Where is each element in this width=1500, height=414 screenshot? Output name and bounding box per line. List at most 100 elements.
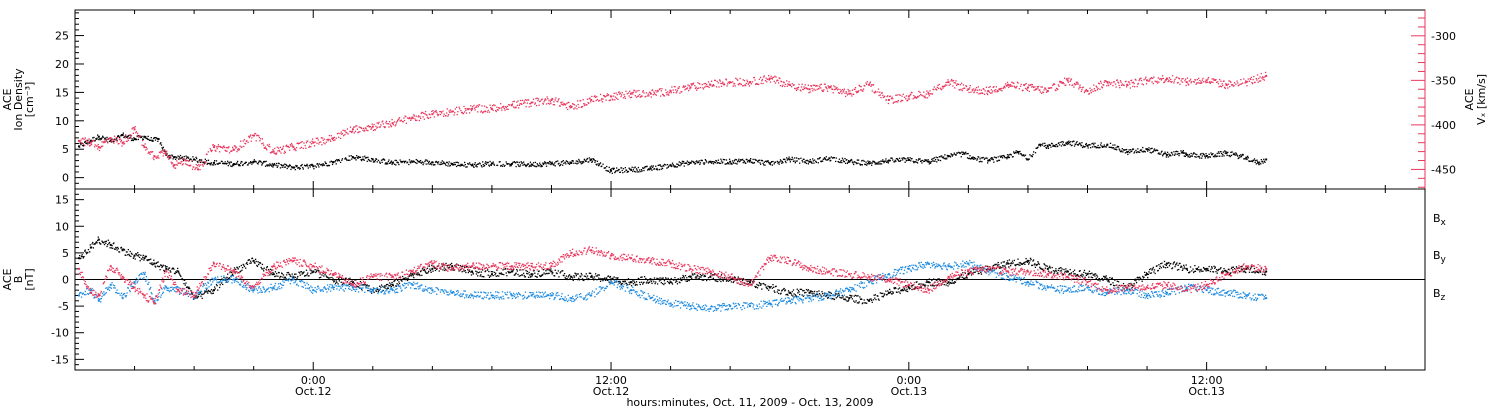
ion-density-series-dot xyxy=(576,163,577,164)
b-bx-series-dot xyxy=(524,275,525,276)
ion-density-series-dot xyxy=(947,156,948,157)
velocity-series-dot xyxy=(1068,78,1069,79)
b-bx-series-dot xyxy=(756,284,757,285)
velocity-series-dot xyxy=(764,75,765,76)
velocity-series-dot xyxy=(762,79,763,80)
ion-density-series-dot xyxy=(1062,144,1063,145)
velocity-series-dot xyxy=(713,84,714,85)
b-bx-series-dot xyxy=(798,290,799,291)
b-bx-series-dot xyxy=(853,300,854,301)
velocity-series-dot xyxy=(115,139,116,140)
b-bx-series-dot xyxy=(365,284,366,285)
ion-density-series-dot xyxy=(1161,151,1162,152)
velocity-series-dot xyxy=(689,88,690,89)
b-bx-series-dot xyxy=(785,294,786,295)
velocity-series-dot xyxy=(976,92,977,93)
velocity-series-dot xyxy=(185,163,186,164)
velocity-series-dot xyxy=(926,93,927,94)
velocity-series-dot xyxy=(696,90,697,91)
b-bx-series-dot xyxy=(219,287,220,288)
b-bx-series-dot xyxy=(892,291,893,292)
velocity-series-dot xyxy=(849,90,850,91)
ion-density-series-dot xyxy=(301,164,302,165)
b-bx-series-dot xyxy=(355,279,356,280)
b-bx-series-dot xyxy=(119,251,120,252)
ion-density-series-dot xyxy=(551,162,552,163)
b-bx-series-dot xyxy=(765,284,766,285)
ion-density-series-dot xyxy=(465,166,466,167)
ion-density-series-dot xyxy=(1160,153,1161,154)
velocity-series-dot xyxy=(132,127,133,128)
b-bx-series-dot xyxy=(463,270,464,271)
ion-density-series-dot xyxy=(898,161,899,162)
ion-density-series-dot xyxy=(1002,157,1003,158)
velocity-series-dot xyxy=(1145,77,1146,78)
ion-density-series-dot xyxy=(1076,141,1077,142)
ion-density-series-dot xyxy=(605,170,606,171)
velocity-series-dot xyxy=(498,110,499,111)
ion-density-series-dot xyxy=(1061,141,1062,142)
velocity-series-dot xyxy=(950,80,951,81)
ion-density-series-dot xyxy=(410,162,411,163)
ion-density-series-dot xyxy=(731,163,732,164)
velocity-series-dot xyxy=(316,143,317,144)
b-bx-series-dot xyxy=(947,283,948,284)
b-bx-series-dot xyxy=(258,264,259,265)
ion-density-series-dot xyxy=(157,138,158,139)
ion-density-series-dot xyxy=(555,165,556,166)
ion-density-series-dot xyxy=(261,164,262,165)
ion-density-series-dot xyxy=(605,167,606,168)
b-bx-series-point xyxy=(709,276,711,278)
ion-density-series-dot xyxy=(388,159,389,160)
velocity-series-dot xyxy=(738,84,739,85)
ion-density-series-dot xyxy=(442,160,443,161)
ion-density-series-dot xyxy=(747,161,748,162)
b-bx-series-dot xyxy=(305,275,306,276)
ion-density-series-dot xyxy=(1162,155,1163,156)
velocity-series-dot xyxy=(538,98,539,99)
ion-density-series-dot xyxy=(1026,159,1027,160)
ion-density-series-dot xyxy=(1137,148,1138,149)
velocity-series-dot xyxy=(1188,84,1189,85)
velocity-series-dot xyxy=(1264,76,1265,77)
ion-density-series-dot xyxy=(408,164,409,165)
ion-density-series-dot xyxy=(382,162,383,163)
ion-density-series-dot xyxy=(565,163,566,164)
velocity-series-dot xyxy=(377,127,378,128)
b-bx-series-dot xyxy=(348,278,349,279)
b-bx-series-dot xyxy=(140,255,141,256)
b-bx-series-dot xyxy=(586,273,587,274)
b-bx-series-dot xyxy=(534,273,535,274)
velocity-series-dot xyxy=(311,143,312,144)
velocity-series-dot xyxy=(674,86,675,87)
b-bx-series-dot xyxy=(206,289,207,290)
top-right-tick-label: -300 xyxy=(1431,30,1456,43)
ion-density-series-dot xyxy=(788,158,789,159)
b-bx-series-dot xyxy=(164,265,165,266)
velocity-series-dot xyxy=(1141,83,1142,84)
ion-density-series-dot xyxy=(336,163,337,164)
velocity-series-dot xyxy=(258,135,259,136)
velocity-series-dot xyxy=(403,117,404,118)
velocity-series-dot xyxy=(1090,90,1091,91)
velocity-series-dot xyxy=(215,151,216,152)
b-bx-series-dot xyxy=(602,278,603,279)
ion-density-series-dot xyxy=(882,159,883,160)
b-bx-series-dot xyxy=(932,285,933,286)
velocity-series-dot xyxy=(145,143,146,144)
ion-density-series-dot xyxy=(622,170,623,171)
velocity-series-dot xyxy=(987,94,988,95)
b-bx-series-dot xyxy=(686,277,687,278)
ion-density-series-dot xyxy=(1231,151,1232,152)
ion-density-series-dot xyxy=(1194,156,1195,157)
b-bx-series-dot xyxy=(188,288,189,289)
velocity-series-dot xyxy=(493,110,494,111)
velocity-series-dot xyxy=(910,94,911,95)
ion-density-series-dot xyxy=(1104,146,1105,147)
ion-density-series-dot xyxy=(929,163,930,164)
b-bx-series-dot xyxy=(262,264,263,265)
ion-density-series-dot xyxy=(419,162,420,163)
velocity-series-dot xyxy=(175,167,176,168)
velocity-series-dot xyxy=(1213,78,1214,79)
ion-density-series-dot xyxy=(92,137,93,138)
